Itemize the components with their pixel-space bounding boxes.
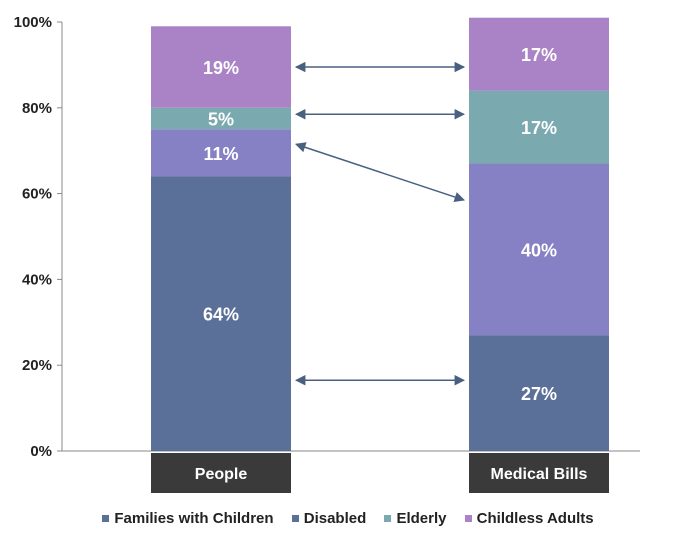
data-label: 5% (208, 110, 234, 130)
bar-segment (151, 107, 291, 130)
data-label: 27% (521, 384, 557, 404)
category-label-box (151, 453, 291, 493)
y-tick-label: 60% (22, 186, 52, 203)
bar-segment (151, 26, 291, 108)
data-label: 17% (521, 118, 557, 138)
legend-swatch (291, 514, 299, 522)
y-tick-label: 20% (22, 357, 52, 374)
bar-segment (469, 90, 609, 164)
legend-label: Families with Children (114, 510, 274, 527)
legend-swatch (384, 514, 392, 522)
legend-label: Elderly (396, 510, 447, 527)
comparison-arrow (295, 142, 465, 203)
category-label-box (469, 453, 609, 493)
legend-item-disabled: Disabled (291, 510, 367, 527)
legend: Families with Children Disabled Elderly … (0, 510, 696, 527)
y-tick-label: 0% (30, 443, 52, 460)
bar-segment (469, 335, 609, 451)
data-label: 19% (203, 58, 239, 78)
y-tick-label: 80% (22, 100, 52, 117)
data-label: 40% (521, 240, 557, 260)
data-label: 64% (203, 305, 239, 325)
bar-segment (469, 163, 609, 336)
bar-segment (469, 17, 609, 91)
legend-item-elderly: Elderly (384, 510, 446, 527)
legend-swatch (464, 514, 472, 522)
legend-label: Childless Adults (476, 510, 594, 527)
legend-swatch (102, 514, 110, 522)
bar-segment (151, 129, 291, 177)
y-tick-label: 40% (22, 271, 52, 288)
category-label: People (195, 466, 248, 483)
data-label: 17% (521, 45, 557, 65)
category-label: Medical Bills (491, 466, 588, 483)
legend-label: Disabled (303, 510, 367, 527)
legend-item-childless: Childless Adults (464, 510, 594, 527)
data-label: 11% (203, 144, 238, 164)
y-tick-label: 100% (14, 14, 52, 31)
bar-segment (151, 176, 291, 451)
legend-item-families: Families with Children (102, 510, 274, 527)
